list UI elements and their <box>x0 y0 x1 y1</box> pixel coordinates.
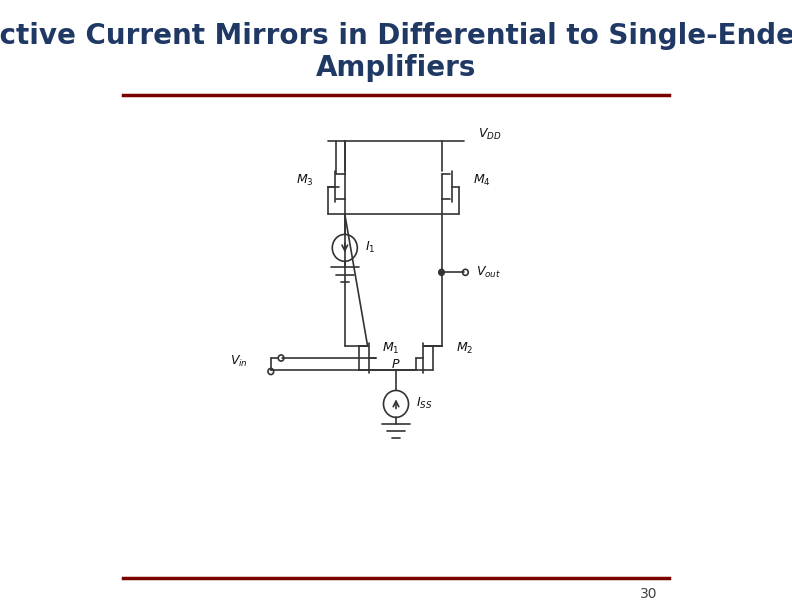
Text: $M_1$: $M_1$ <box>382 341 399 356</box>
Text: $M_4$: $M_4$ <box>473 173 490 188</box>
Text: $M_2$: $M_2$ <box>455 341 473 356</box>
Text: $I_1$: $I_1$ <box>364 241 375 255</box>
Text: $V_{in}$: $V_{in}$ <box>230 354 248 368</box>
Text: $I_{SS}$: $I_{SS}$ <box>416 397 432 411</box>
Text: $V_{out}$: $V_{out}$ <box>476 265 501 280</box>
Text: 30: 30 <box>640 587 657 600</box>
Text: $M_3$: $M_3$ <box>296 173 314 188</box>
Circle shape <box>439 269 444 275</box>
Text: $V_{DD}$: $V_{DD}$ <box>478 127 502 142</box>
Text: $P$: $P$ <box>391 357 401 371</box>
Text: Active Current Mirrors in Differential to Single-Ended
Amplifiers: Active Current Mirrors in Differential t… <box>0 22 792 82</box>
